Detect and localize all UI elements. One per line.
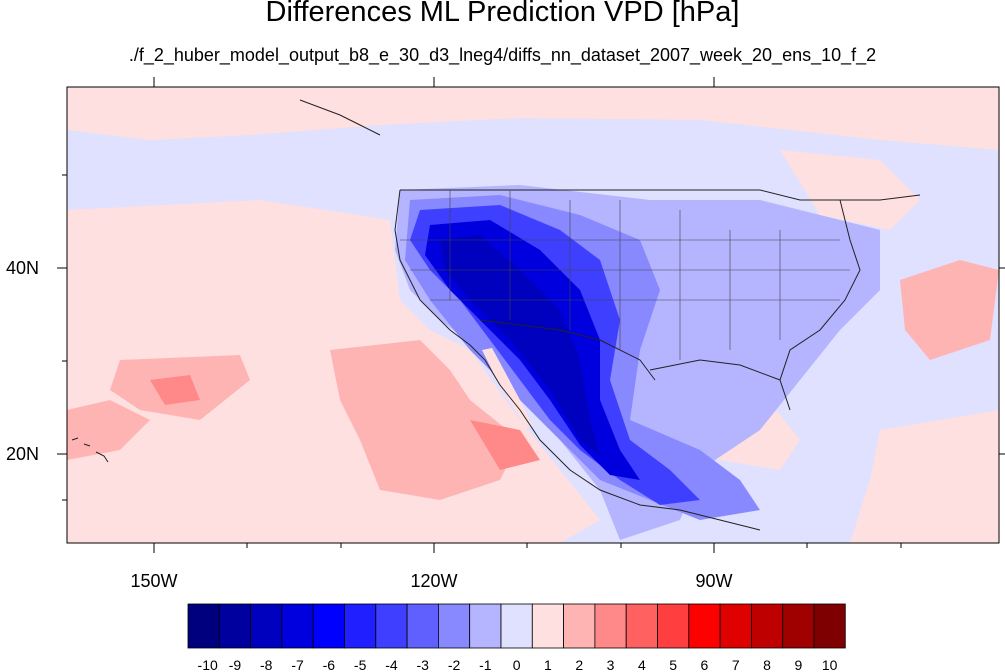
field-blue-deepest <box>440 235 600 455</box>
colorbar-tick-label: 3 <box>607 657 615 672</box>
colorbar-swatch <box>218 603 252 649</box>
colorbar-swatch <box>406 603 439 649</box>
colorbar-swatch <box>813 603 846 649</box>
map-field <box>67 87 999 543</box>
colorbar-tick-label: -8 <box>260 657 273 672</box>
colorbar-tick-label: 9 <box>794 657 802 672</box>
colorbar-tick-label: -7 <box>291 657 304 672</box>
lat-label-40n: 40N <box>6 258 39 278</box>
colorbar-swatch <box>281 603 314 649</box>
colorbar-swatch <box>500 603 533 649</box>
field-red-2 <box>150 375 200 405</box>
colorbar-tick-label: 1 <box>544 657 552 672</box>
plot-subtitle: ./f_2_huber_model_output_b8_e_30_d3_lneg… <box>128 45 877 65</box>
map-frame <box>66 86 1000 544</box>
colorbar-swatch <box>187 603 220 649</box>
colorbar-tick-label: -10 <box>198 657 218 672</box>
colorbar-swatch <box>719 603 752 649</box>
colorbar: -10 -9 -8 -7 -6 -5 -4 -3 -2 -1 0 1 2 3 4 5 6 7 8 9 10 <box>187 603 846 672</box>
hawaii-islands <box>71 437 109 463</box>
field-pink-north <box>67 87 999 150</box>
colorbar-swatch <box>250 603 283 649</box>
lon-label-120w: 120W <box>410 571 457 591</box>
colorbar-swatch <box>437 603 471 649</box>
colorbar-swatch <box>751 603 784 649</box>
lon-label-150w: 150W <box>130 571 177 591</box>
colorbar-swatch <box>782 603 815 649</box>
colorbar-swatch <box>594 603 627 649</box>
colorbar-tick-label: -6 <box>323 657 336 672</box>
colorbar-swatch <box>375 603 408 649</box>
lat-label-20n: 20N <box>6 444 39 464</box>
colorbar-tick-label: 0 <box>513 657 521 672</box>
colorbar-tick-label: -5 <box>354 657 367 672</box>
colorbar-tick-label: 2 <box>575 657 583 672</box>
colorbar-swatch <box>531 603 564 649</box>
colorbar-tick-label: 5 <box>669 657 677 672</box>
colorbar-tick-label: 7 <box>732 657 740 672</box>
plot-title: Differences ML Prediction VPD [hPa] <box>265 0 740 28</box>
colorbar-tick-label: 6 <box>701 657 709 672</box>
field-salmon-2 <box>330 340 520 500</box>
field-pink-caribbean <box>850 410 999 543</box>
colorbar-tick-label: -2 <box>448 657 461 672</box>
colorbar-tick-label: -9 <box>229 657 242 672</box>
colorbar-swatch <box>312 603 345 649</box>
colorbar-swatch <box>563 603 596 649</box>
colorbar-tick-label: -1 <box>479 657 492 672</box>
colorbar-swatch <box>657 603 690 649</box>
colorbar-tick-label: -4 <box>385 657 398 672</box>
lon-label-90w: 90W <box>695 571 732 591</box>
field-baja-gap <box>482 348 532 428</box>
field-red-1 <box>470 420 540 470</box>
coastlines <box>299 99 921 531</box>
state-borders <box>400 190 850 360</box>
colorbar-tick-label: 8 <box>763 657 771 672</box>
field-salmon-5 <box>900 260 999 360</box>
colorbar-swatch <box>344 603 377 649</box>
map-ticks <box>57 77 1005 553</box>
colorbar-swatch <box>469 603 502 649</box>
colorbar-tick-label: -3 <box>417 657 430 672</box>
colorbar-swatch <box>688 603 721 649</box>
colorbar-swatch <box>625 603 658 649</box>
colorbar-tick-label: 10 <box>822 657 838 672</box>
colorbar-tick-label: 4 <box>638 657 646 672</box>
field-pink-canada <box>780 150 920 230</box>
